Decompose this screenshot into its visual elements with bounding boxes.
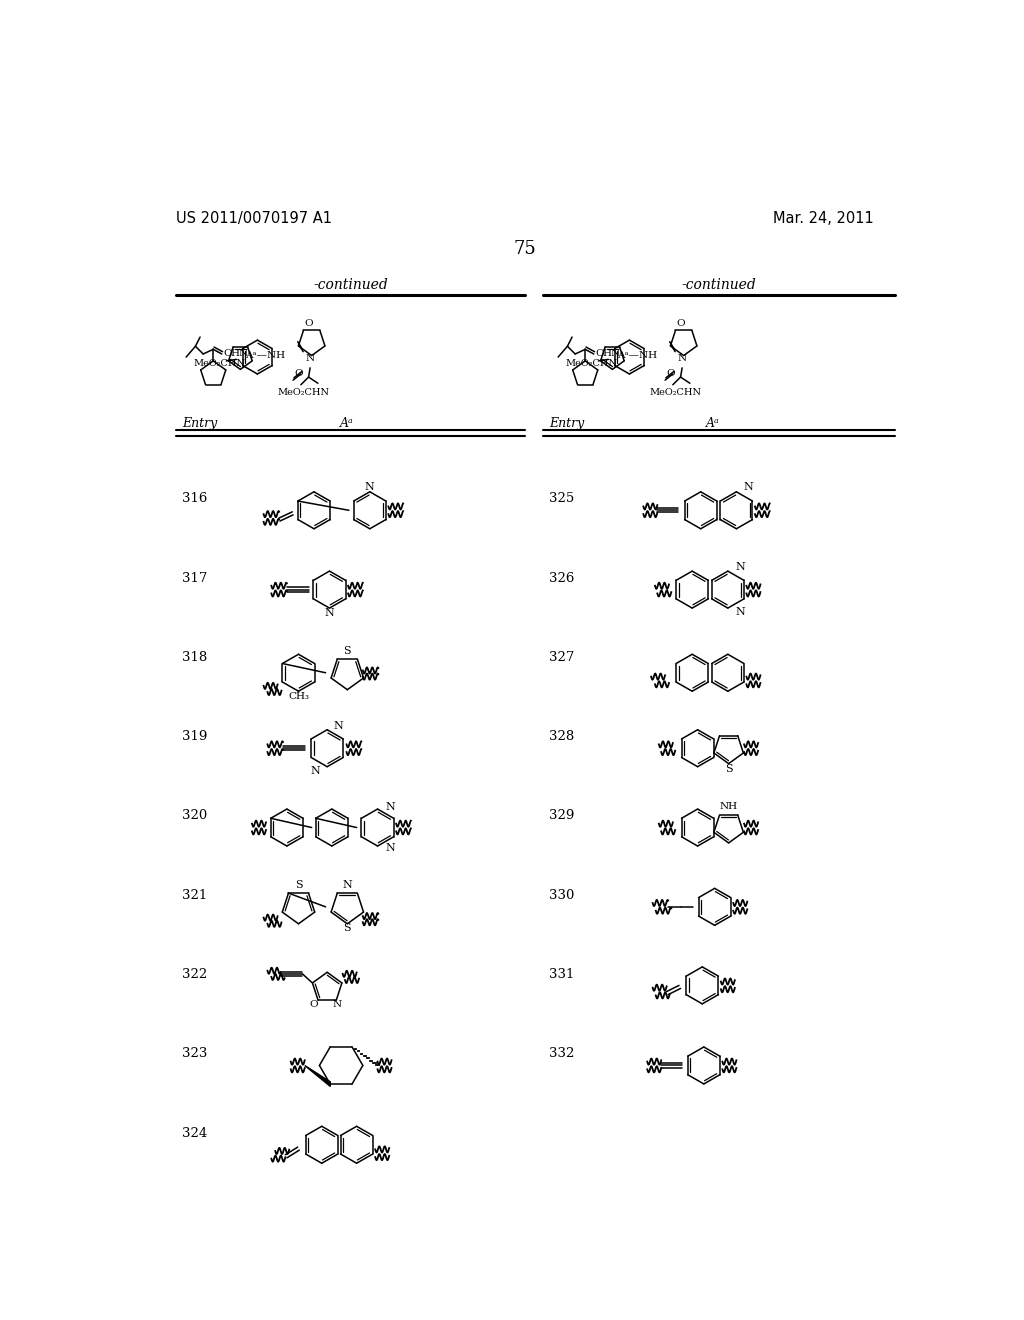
Text: N: N	[735, 562, 745, 573]
Text: S: S	[295, 880, 302, 890]
Text: MeO₂CHN: MeO₂CHN	[566, 359, 617, 368]
Polygon shape	[305, 1065, 331, 1086]
Text: 319: 319	[182, 730, 208, 743]
Text: HN: HN	[602, 348, 621, 358]
Text: Aᵃ—NH: Aᵃ—NH	[245, 351, 285, 360]
Text: O: O	[595, 350, 604, 359]
Text: Aᵃ—NH: Aᵃ—NH	[617, 351, 657, 360]
Text: 331: 331	[549, 968, 574, 981]
Text: 328: 328	[549, 730, 574, 743]
Text: Mar. 24, 2011: Mar. 24, 2011	[773, 211, 873, 226]
Text: N: N	[333, 1001, 342, 1008]
Text: N: N	[678, 354, 687, 363]
Text: -continued: -continued	[313, 279, 388, 293]
Text: 329: 329	[549, 809, 574, 822]
Text: N: N	[743, 482, 754, 492]
Text: 320: 320	[182, 809, 208, 822]
Text: MeO₂CHN: MeO₂CHN	[194, 359, 246, 368]
Text: 75: 75	[513, 240, 537, 259]
Text: HN: HN	[230, 348, 249, 358]
Text: O: O	[304, 319, 313, 329]
Text: N: N	[365, 482, 375, 492]
Text: S: S	[343, 647, 351, 656]
Text: 332: 332	[549, 1047, 574, 1060]
Text: Entry: Entry	[182, 417, 217, 430]
Text: 317: 317	[182, 572, 208, 585]
Text: MeO₂CHN: MeO₂CHN	[649, 388, 701, 397]
Text: O: O	[667, 370, 675, 379]
Text: 327: 327	[549, 651, 574, 664]
Text: N: N	[325, 607, 335, 618]
Text: O: O	[294, 370, 303, 379]
Text: CH₃: CH₃	[288, 692, 309, 701]
Text: -continued: -continued	[681, 279, 756, 293]
Text: Entry: Entry	[549, 417, 584, 430]
Text: Aᵃ: Aᵃ	[340, 417, 353, 430]
Text: 325: 325	[549, 492, 574, 506]
Text: Aᵃ: Aᵃ	[707, 417, 720, 430]
Text: O: O	[223, 350, 232, 359]
Text: 318: 318	[182, 651, 208, 664]
Text: 330: 330	[549, 888, 574, 902]
Text: US 2011/0070197 A1: US 2011/0070197 A1	[176, 211, 332, 226]
Text: NH: NH	[720, 803, 737, 812]
Text: 324: 324	[182, 1127, 208, 1139]
Text: O: O	[309, 1001, 317, 1008]
Text: MeO₂CHN: MeO₂CHN	[278, 388, 330, 397]
Text: N: N	[305, 354, 314, 363]
Text: N: N	[735, 607, 745, 616]
Text: S: S	[725, 764, 732, 774]
Text: 326: 326	[549, 572, 574, 585]
Text: N: N	[385, 801, 395, 812]
Text: O: O	[676, 319, 685, 329]
Text: 322: 322	[182, 968, 208, 981]
Text: S: S	[343, 924, 351, 933]
Text: N: N	[334, 721, 344, 731]
Text: N: N	[310, 766, 321, 776]
Text: N: N	[342, 880, 352, 890]
Text: 323: 323	[182, 1047, 208, 1060]
Text: 316: 316	[182, 492, 208, 506]
Text: N: N	[385, 843, 395, 853]
Text: 321: 321	[182, 888, 208, 902]
